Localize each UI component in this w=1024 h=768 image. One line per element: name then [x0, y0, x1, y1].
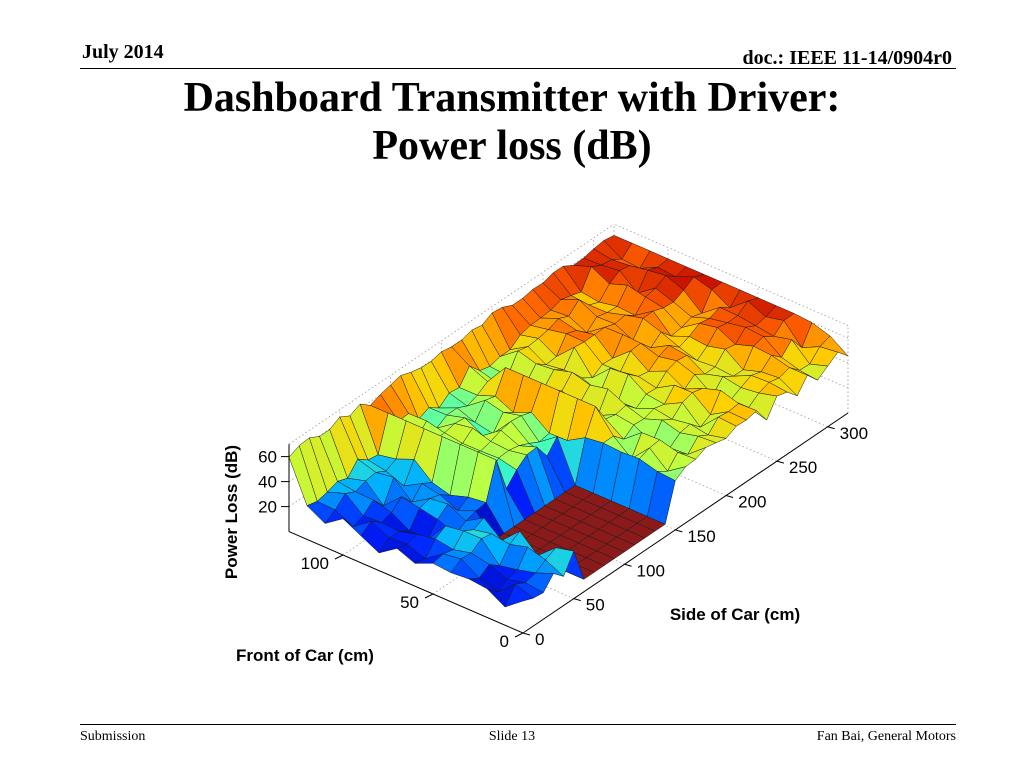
- front-axis-title: Front of Car (cm): [236, 646, 374, 665]
- power-tick-label: 60: [258, 448, 277, 467]
- power-tick-label: 40: [258, 473, 277, 492]
- grid-line: [613, 223, 849, 326]
- chart-axes: 0 50 100 150 200 250 300 0 50 100 20 40 60 Side of Ca…: [222, 412, 868, 665]
- power-tick-label: 20: [258, 498, 277, 517]
- side-axis-title: Side of Car (cm): [670, 605, 800, 624]
- side-tick: [725, 495, 734, 498]
- side-tick-label: 50: [586, 596, 605, 615]
- slide-date: July 2014: [82, 41, 164, 63]
- surface-patch: [504, 583, 534, 608]
- power-axis-title: Power Loss (dB): [222, 445, 241, 579]
- side-tick: [624, 563, 632, 567]
- footer-slide-number: Slide 13: [488, 729, 536, 744]
- front-tick: [514, 632, 524, 638]
- front-tick: [424, 593, 434, 599]
- slide-title-line-2: Power loss (dB): [372, 123, 652, 169]
- side-tick: [776, 460, 785, 464]
- side-tick-label: 250: [789, 458, 817, 477]
- front-of-car-axis: [288, 531, 524, 634]
- side-tick-label: 150: [687, 527, 715, 546]
- front-tick-label: 50: [400, 593, 419, 612]
- footer-divider: [80, 724, 956, 725]
- footer-submission: Submission: [80, 729, 146, 744]
- side-tick-label: 200: [738, 493, 766, 512]
- side-tick-label: 0: [535, 630, 544, 649]
- side-tick-label: 300: [840, 424, 868, 443]
- front-tick-label: 0: [500, 632, 509, 651]
- side-of-car-axis: [522, 412, 849, 634]
- front-tick: [334, 554, 344, 560]
- side-tick: [522, 632, 531, 636]
- chart-surface: [288, 235, 849, 608]
- side-tick: [675, 529, 683, 533]
- footer-author: Fan Bai, General Motors: [816, 729, 956, 744]
- document-id: doc.: IEEE 11-14/0904r0: [742, 47, 952, 69]
- slide-title-line-1: Dashboard Transmitter with Driver:: [183, 75, 841, 121]
- grid-line: [288, 223, 615, 445]
- side-tick: [827, 426, 835, 430]
- front-tick-label: 100: [301, 554, 329, 573]
- slide-title: Dashboard Transmitter with Driver: Power…: [0, 74, 1024, 170]
- side-tick-label: 100: [637, 561, 665, 580]
- header-divider: [80, 68, 956, 69]
- side-tick: [573, 598, 581, 602]
